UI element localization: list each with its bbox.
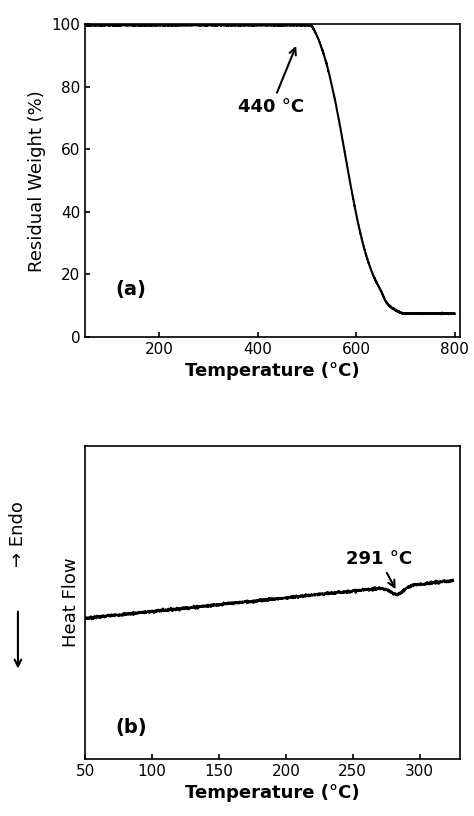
X-axis label: Temperature (°C): Temperature (°C) — [185, 784, 360, 802]
Text: 291 °C: 291 °C — [346, 549, 412, 588]
X-axis label: Temperature (°C): Temperature (°C) — [185, 362, 360, 380]
Text: → Endo: → Endo — [9, 501, 27, 567]
Text: (b): (b) — [115, 718, 147, 737]
Text: (a): (a) — [115, 281, 146, 299]
Y-axis label: Residual Weight (%): Residual Weight (%) — [28, 90, 46, 272]
Text: 440 °C: 440 °C — [238, 48, 304, 116]
Y-axis label: Heat Flow: Heat Flow — [62, 558, 80, 647]
